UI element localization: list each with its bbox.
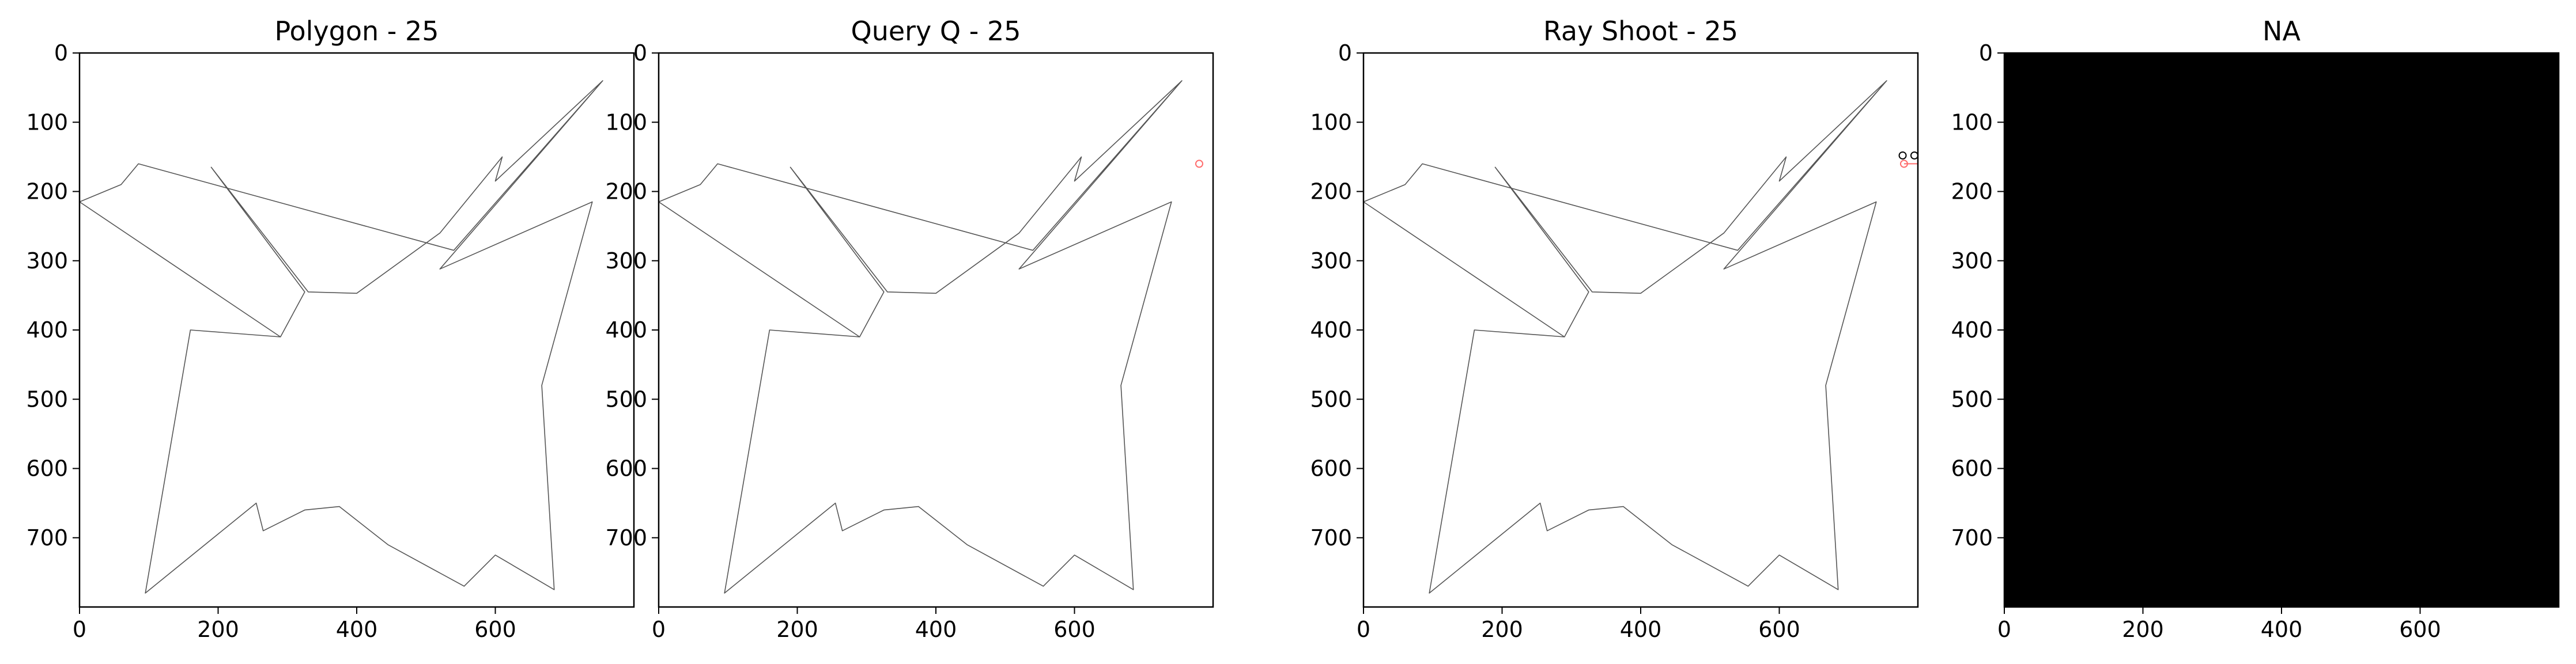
x-tick-label: 400 — [915, 617, 957, 642]
y-tick-label: 0 — [1338, 40, 1352, 66]
y-tick-label: 200 — [1951, 179, 1993, 204]
y-tick-label: 600 — [605, 456, 647, 481]
x-tick-label: 400 — [1620, 617, 1662, 642]
y-tick-label: 500 — [1310, 386, 1352, 412]
subplot-title: Ray Shoot - 25 — [1543, 16, 1738, 47]
plot-area — [659, 53, 1213, 607]
x-tick-label: 200 — [197, 617, 239, 642]
x-tick-label: 0 — [73, 617, 86, 642]
y-tick-label: 200 — [605, 179, 647, 204]
subplot-title: NA — [2263, 16, 2301, 47]
x-tick-label: 0 — [1357, 617, 1370, 642]
y-tick-label: 0 — [54, 40, 68, 66]
y-tick-label: 200 — [26, 179, 68, 204]
y-tick-label: 700 — [1310, 525, 1352, 551]
polygon-outline — [1363, 80, 1887, 594]
point-marker — [1195, 160, 1203, 168]
x-tick-label: 0 — [652, 617, 666, 642]
subplot-2: Query Q - 25 0 200 400 600 0 100 200 300 400 500 60… — [605, 16, 1214, 642]
y-tick-label: 400 — [1310, 317, 1352, 343]
plot-area — [80, 53, 634, 607]
y-tick-label: 500 — [26, 386, 68, 412]
y-tick-label: 100 — [605, 109, 647, 135]
x-tick-label: 0 — [1997, 617, 2011, 642]
y-tick-label: 600 — [1310, 456, 1352, 481]
x-tick-label: 400 — [2261, 617, 2303, 642]
y-tick-label: 700 — [1951, 525, 1993, 551]
subplot-3: Ray Shoot - 25 0 200 400 600 0 100 200 300 400 500… — [1310, 16, 1919, 642]
y-tick-label: 400 — [1951, 317, 1993, 343]
subplots: Polygon - 25 0 200 400 600 0 100 200 300 400 500 60… — [26, 16, 2560, 642]
x-tick-label: 600 — [1053, 617, 1096, 642]
point-marker — [1898, 151, 1907, 160]
polygon-outline — [79, 80, 603, 594]
x-tick-label: 200 — [2122, 617, 2164, 642]
y-tick-label: 100 — [26, 109, 68, 135]
x-tick-label: 600 — [2399, 617, 2441, 642]
y-tick-label: 0 — [633, 40, 647, 66]
subplot-4: NA 0 200 400 600 0 100 200 300 400 500 600 700 — [1951, 16, 2560, 642]
x-tick-label: 600 — [1758, 617, 1800, 642]
y-tick-label: 300 — [26, 248, 68, 274]
x-tick-label: 200 — [776, 617, 818, 642]
subplot-title: Polygon - 25 — [274, 16, 439, 47]
y-tick-label: 400 — [605, 317, 647, 343]
y-tick-label: 300 — [1951, 248, 1993, 274]
y-tick-label: 300 — [605, 248, 647, 274]
y-tick-label: 100 — [1310, 109, 1352, 135]
plot-area — [1363, 53, 1918, 607]
x-tick-label: 200 — [1481, 617, 1523, 642]
y-tick-label: 600 — [1951, 456, 1993, 481]
y-tick-label: 200 — [1310, 179, 1352, 204]
x-tick-label: 400 — [336, 617, 378, 642]
y-tick-label: 100 — [1951, 109, 1993, 135]
y-tick-label: 700 — [605, 525, 647, 551]
point-marker — [1899, 160, 1908, 168]
y-tick-label: 500 — [605, 386, 647, 412]
y-tick-label: 600 — [26, 456, 68, 481]
y-tick-label: 0 — [1979, 40, 1993, 66]
polygon-outline — [658, 80, 1183, 594]
plot-area — [2004, 53, 2559, 607]
y-tick-label: 300 — [1310, 248, 1352, 274]
y-tick-label: 700 — [26, 525, 68, 551]
y-tick-label: 500 — [1951, 386, 1993, 412]
subplot-title: Query Q - 25 — [851, 16, 1021, 47]
subplot-1: Polygon - 25 0 200 400 600 0 100 200 300 400 500 60… — [26, 16, 635, 642]
x-tick-label: 600 — [474, 617, 516, 642]
y-tick-label: 400 — [26, 317, 68, 343]
